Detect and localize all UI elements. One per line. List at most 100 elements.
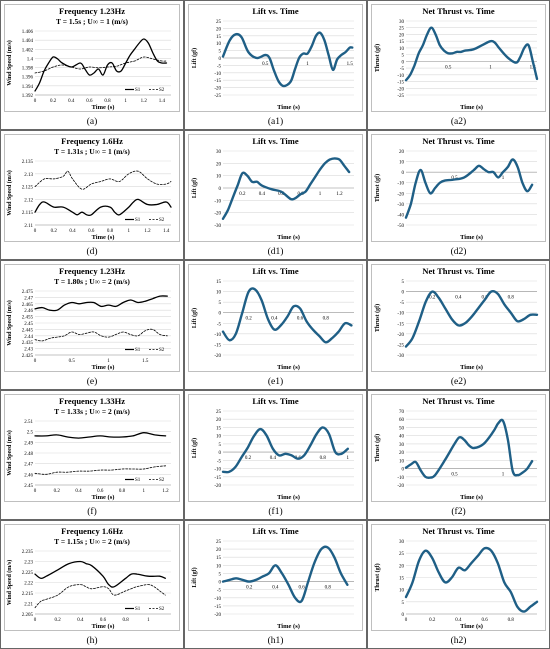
- y-axis-title: Thrust (gf): [374, 44, 381, 72]
- chart-title: Lift vs. Time: [252, 396, 298, 406]
- legend-label: S1: [135, 88, 141, 93]
- chart-title: Frequency 1.33Hz: [59, 396, 125, 406]
- figure-cell: Lift vs. Time 25 20 15 10 5 0 -5 -10 -15 -20 0.2 0.4…: [184, 390, 367, 520]
- y-tick-label: 40: [399, 435, 405, 440]
- y-tick-label: 10: [399, 47, 405, 52]
- y-tick-label: 2.465: [22, 303, 34, 308]
- x-tick-label: 0: [34, 489, 37, 494]
- y-tick-label: 15: [216, 280, 222, 285]
- x-tick-label: 0: [405, 618, 408, 623]
- chart-title: Net Thrust vs. Time: [422, 266, 494, 276]
- figure-cell: Frequency 1.33Hz T = 1.33s ; U∞ = 2 (m/s)…: [0, 390, 184, 520]
- y-tick-label: 0: [402, 291, 405, 296]
- y-tick-label: 1.396: [22, 76, 34, 81]
- y-tick-label: 15: [399, 40, 405, 45]
- y-tick-label: -20: [214, 484, 221, 489]
- y-axis-title: Wind Speed (m/s): [6, 430, 13, 476]
- x-tick-label: 1: [319, 192, 322, 197]
- panel-caption: (h): [86, 636, 98, 646]
- y-tick-label: 2.455: [22, 316, 34, 321]
- wind-speed-chart: Frequency 1.23Hz T = 1.5s ; U∞ = 1 (m/s) 1…: [4, 4, 180, 112]
- force-series-line: [404, 26, 539, 82]
- x-tick-label: 1: [347, 456, 350, 461]
- chart-subtitle: T = 1.31s ; U∞ = 1 (m/s): [54, 147, 130, 156]
- y-tick-label: 25: [216, 540, 222, 545]
- y-tick-label: -10: [214, 597, 221, 602]
- force-series-line: [404, 158, 534, 219]
- chart-title: Frequency 1.23Hz: [59, 266, 125, 276]
- y-tick-label: 20: [399, 150, 405, 155]
- y-tick-label: -15: [397, 322, 404, 327]
- x-tick-label: 0.2: [54, 489, 61, 494]
- y-tick-label: 1.4: [27, 57, 34, 62]
- x-tick-label: 0.5: [445, 65, 452, 70]
- x-tick-label: 0.4: [68, 99, 75, 104]
- x-tick-label: 0.8: [107, 229, 114, 234]
- y-tick-label: 2.235: [22, 550, 34, 555]
- y-tick-label: 0: [219, 57, 222, 62]
- y-tick-label: 70: [399, 410, 405, 415]
- chart-title: Net Thrust vs. Time: [422, 526, 494, 536]
- legend-label: S1: [135, 478, 141, 483]
- y-tick-label: -20: [214, 212, 221, 217]
- force-series-line: [404, 289, 539, 348]
- y-tick-label: 2.425: [22, 354, 34, 359]
- y-tick-label: 25: [216, 20, 222, 25]
- x-tick-label: 0.4: [270, 456, 277, 461]
- y-tick-label: 2.45: [24, 484, 33, 489]
- y-tick-label: 30: [399, 443, 405, 448]
- y-axis-title: Lift (gf): [191, 48, 198, 68]
- x-tick-label: 0.4: [259, 192, 266, 197]
- figure-cell: Lift vs. Time 25 20 15 10 5 0 -5 -10 -15 -20 0.2 0.4…: [184, 520, 367, 649]
- x-tick-label: 0.6: [481, 618, 488, 623]
- y-tick-label: 2.11: [24, 224, 33, 229]
- wind-series-s1: [34, 295, 168, 312]
- x-tick-label: 0.6: [100, 618, 107, 623]
- chart-svg: Lift vs. Time 25 20 15 10 5 0 -5 -10 -15 -20 0.2 0.4…: [191, 526, 354, 630]
- y-tick-label: 1.404: [22, 39, 34, 44]
- x-axis-title: Time (s): [92, 623, 115, 630]
- y-tick-label: 2.46: [24, 473, 33, 478]
- y-tick-label: 10: [216, 175, 222, 180]
- x-tick-label: 0.2: [50, 99, 57, 104]
- chart-svg: Net Thrust vs. Time20100-10-20-30-40-500…: [374, 136, 537, 241]
- legend-label: S2: [159, 478, 165, 483]
- figure-cell: Lift vs. Time 25 20 15 10 5 0 -5 -10 -15 -20 -25 0.5…: [184, 0, 367, 130]
- y-tick-label: -10: [214, 72, 221, 77]
- x-axis-title: Time (s): [460, 364, 483, 371]
- y-axis-title: Lift (gf): [191, 438, 198, 458]
- y-tick-label: 30: [399, 540, 405, 545]
- y-tick-label: -25: [397, 343, 404, 348]
- panel-caption: (a2): [450, 117, 467, 127]
- force-series-line: [221, 426, 349, 474]
- force-series-line: [221, 31, 354, 88]
- x-tick-label: 1: [502, 176, 505, 181]
- y-tick-label: 2.435: [22, 341, 34, 346]
- y-tick-label: 2.43: [24, 348, 33, 353]
- y-axis-title: Wind Speed (m/s): [6, 560, 13, 606]
- x-axis-title: Time (s): [277, 364, 300, 371]
- y-tick-label: -20: [397, 192, 404, 197]
- y-tick-label: 2.21: [24, 603, 33, 608]
- chart-title: Frequency 1.6Hz: [61, 526, 123, 536]
- x-tick-label: 0.6: [298, 586, 305, 591]
- y-tick-label: 10: [216, 42, 222, 47]
- panel-caption: (e1): [267, 377, 284, 387]
- y-tick-label: -10: [214, 199, 221, 204]
- wind-series-s1: [34, 432, 167, 439]
- y-tick-label: 10: [399, 589, 405, 594]
- y-tick-label: 5: [402, 601, 405, 606]
- panel-caption: (a1): [267, 117, 284, 127]
- x-tick-label: 1: [143, 489, 146, 494]
- x-tick-label: 0.2: [239, 192, 246, 197]
- x-tick-label: 0.2: [429, 618, 436, 623]
- x-tick-label: 0.8: [323, 317, 330, 322]
- y-tick-label: 20: [216, 162, 222, 167]
- y-tick-label: 1.406: [22, 30, 34, 35]
- y-axis-title: Lift (gf): [191, 308, 198, 328]
- chart-title: Net Thrust vs. Time: [422, 396, 494, 406]
- panel-caption: (d2): [450, 247, 467, 257]
- y-tick-label: 2.135: [22, 160, 34, 165]
- force-chart: Net Thrust vs. Time 5 0 -5 -10 -15 -20 -25 -30 0.…: [371, 264, 546, 372]
